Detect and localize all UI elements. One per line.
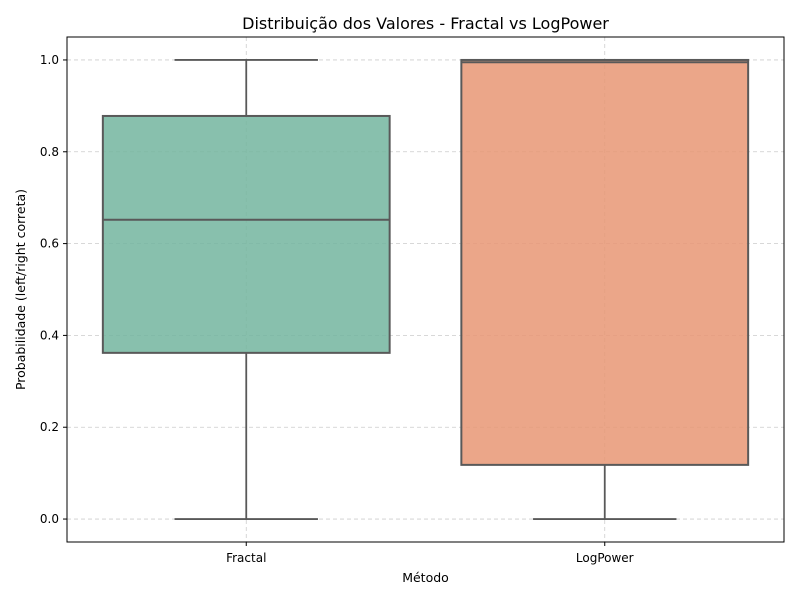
iqr-box (460, 58, 750, 466)
y-axis-label: Probabilidade (left/right correta) (13, 189, 28, 390)
boxes (101, 58, 750, 520)
x-axis-ticks: Fractal LogPower (226, 542, 634, 565)
plot-frame (66, 36, 785, 543)
y-tick-label: 0.6 (40, 237, 59, 251)
chart-title: Distribuição dos Valores - Fractal vs Lo… (242, 14, 609, 33)
y-tick-label: 1.0 (40, 53, 59, 67)
box-logpower (460, 58, 750, 520)
y-tick-label: 0.8 (40, 145, 59, 159)
y-tick-label: 0.0 (40, 512, 59, 526)
y-axis-ticks: 0.0 0.2 0.4 0.6 0.8 1.0 (40, 53, 67, 526)
y-tick-label: 0.2 (40, 420, 59, 434)
x-tick-label: LogPower (576, 551, 634, 565)
y-tick-label: 0.4 (40, 328, 59, 342)
x-tick-label: Fractal (226, 551, 266, 565)
box-fractal (101, 59, 391, 520)
x-axis-label: Método (402, 570, 449, 585)
iqr-box (101, 114, 391, 354)
